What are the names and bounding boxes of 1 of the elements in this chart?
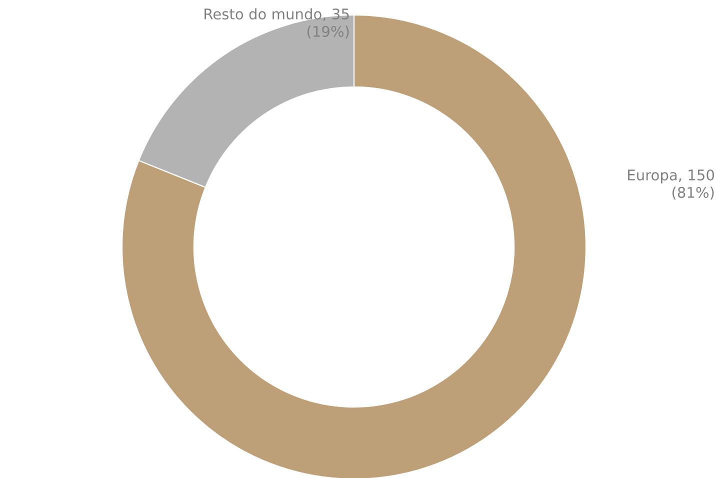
slice-label: Europa, 150 (81%) bbox=[628, 169, 714, 200]
